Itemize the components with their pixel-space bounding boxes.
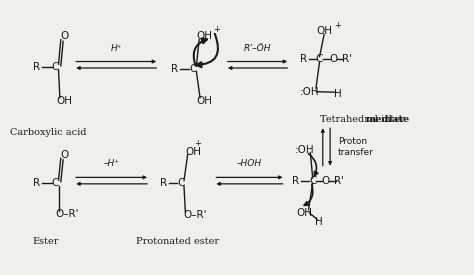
Text: H⁺: H⁺ [110,44,122,53]
Text: R: R [292,176,299,186]
Text: +: + [194,139,201,149]
Text: H: H [315,217,322,227]
Text: –H⁺: –H⁺ [104,160,119,169]
Text: +: + [213,25,219,34]
Text: OH: OH [297,208,313,218]
Text: O: O [60,31,69,42]
Text: C: C [177,178,184,188]
Text: Proton
transfer: Proton transfer [338,137,374,157]
Text: O: O [329,54,337,64]
Text: OH: OH [316,26,332,36]
Text: C: C [309,176,316,186]
Text: Ester: Ester [33,237,59,246]
Text: R: R [300,54,307,64]
Text: OH: OH [185,147,201,156]
Text: H: H [334,89,342,99]
Text: Carboxylic acid: Carboxylic acid [10,128,87,137]
Text: C: C [52,178,59,188]
Text: Protonated ester: Protonated ester [136,237,219,246]
Text: C: C [52,62,59,72]
Text: :OH: :OH [295,145,315,155]
Text: R: R [160,178,167,188]
Text: R’–ÖH: R’–ÖH [244,44,271,53]
Text: O: O [60,150,69,160]
Text: OH: OH [197,31,213,42]
Text: mediate: mediate [365,116,410,125]
Text: R: R [171,64,178,74]
Text: C: C [316,54,323,64]
Text: R': R' [342,54,352,64]
Text: O–R': O–R' [55,209,79,219]
Text: –HOH: –HOH [237,160,262,169]
Text: +: + [335,21,341,30]
Text: C: C [190,64,197,74]
Text: R: R [33,178,40,188]
Text: OH: OH [197,96,213,106]
Text: O–R': O–R' [184,210,207,220]
Text: Tetrahedral inter: Tetrahedral inter [320,116,405,125]
Text: :OH: :OH [300,87,319,97]
Text: R': R' [334,176,344,186]
Text: O: O [321,176,329,186]
Text: OH: OH [56,96,73,106]
Text: R: R [33,62,40,72]
